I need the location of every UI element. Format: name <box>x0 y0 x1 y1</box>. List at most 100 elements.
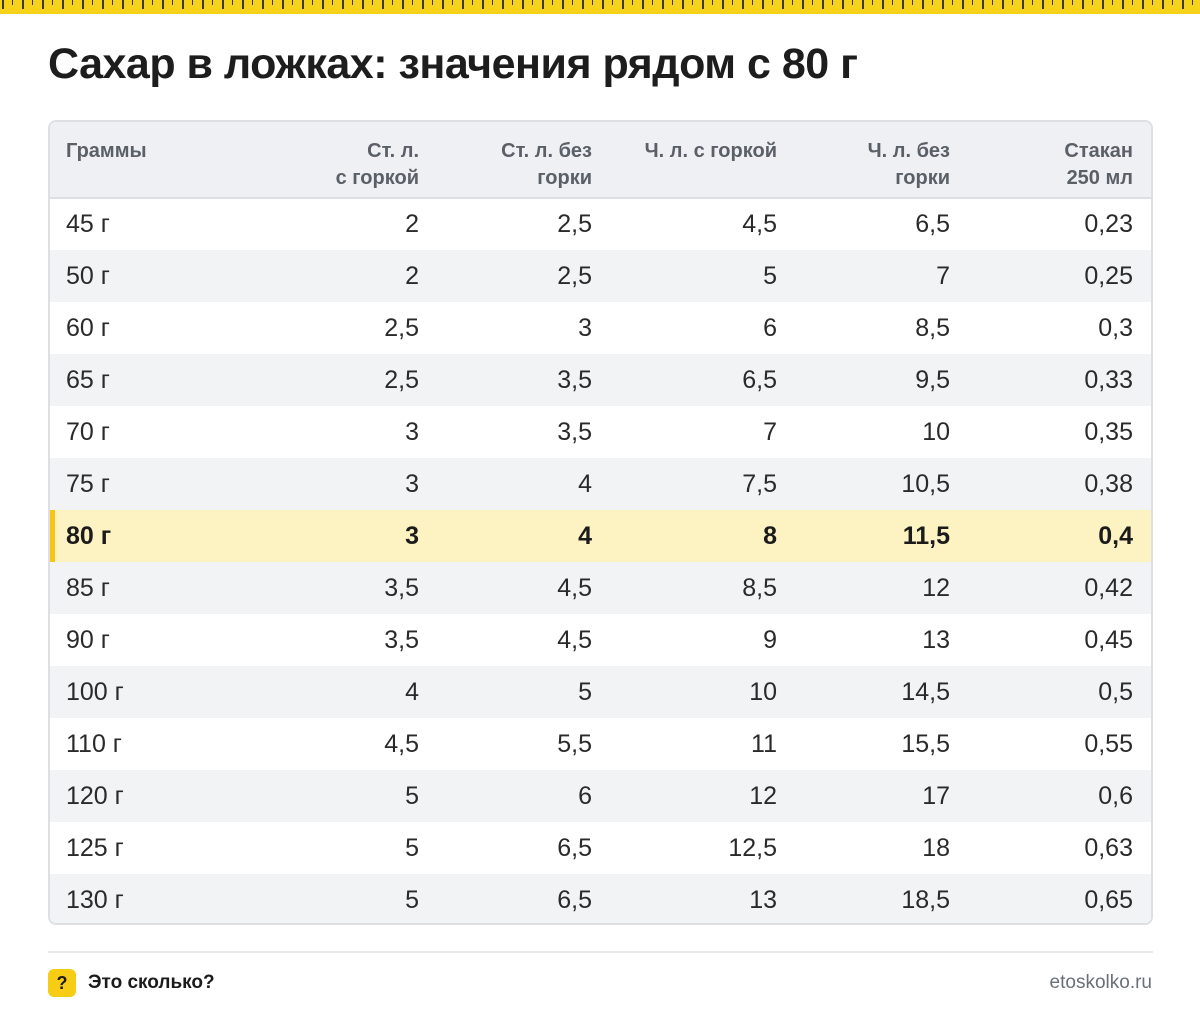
table-cell: 6 <box>578 781 592 810</box>
table-cell: 60 г <box>66 313 110 342</box>
table-cell: 6 <box>763 313 777 342</box>
table-cell: 15,5 <box>901 729 950 758</box>
table-row: 45 г 2 2,5 4,5 6,5 0,23 <box>50 198 1151 250</box>
table-row: 100 г 4 5 10 14,5 0,5 <box>50 666 1151 718</box>
table-cell: 5 <box>763 261 777 290</box>
table-cell: 4,5 <box>384 729 419 758</box>
table-cell: 13 <box>922 625 950 654</box>
table-body: 45 г 2 2,5 4,5 6,5 0,23 50 г 2 2,5 5 7 0,25 60 г 2,5 3… <box>50 198 1151 923</box>
brand-logo: ? Это сколько? <box>48 969 215 997</box>
table-cell: 5,5 <box>557 729 592 758</box>
table-cell: 17 <box>922 781 950 810</box>
table-cell: 0,23 <box>1084 210 1133 238</box>
column-header-1: Ст. л. с горкой <box>285 122 419 198</box>
column-header-line: с горкой <box>335 167 419 189</box>
question-mark-icon: ? <box>48 969 76 997</box>
table-cell: 5 <box>578 677 592 706</box>
table-cell: 0,33 <box>1084 365 1133 394</box>
column-header-line: Ч. л. с горкой <box>644 140 777 162</box>
table-row: 120 г 5 6 12 17 0,6 <box>50 770 1151 822</box>
table-cell: 2,5 <box>384 313 419 342</box>
table-cell: 2,5 <box>384 365 419 394</box>
table-cell: 85 г <box>66 573 110 602</box>
table-cell: 12,5 <box>728 833 777 862</box>
table-cell: 12 <box>749 781 777 810</box>
table-cell: 130 г <box>66 885 124 914</box>
table-cell: 2 <box>405 210 419 238</box>
table-cell: 12 <box>922 573 950 602</box>
table-cell: 3 <box>405 469 419 498</box>
header-row: Граммы Ст. л. с горкой Ст. л. без горки Ч. л.… <box>50 122 1151 198</box>
table-cell: 0,45 <box>1084 625 1133 654</box>
table-cell: 0,5 <box>1098 677 1133 706</box>
table-row: 125 г 5 6,5 12,5 18 0,63 <box>50 822 1151 874</box>
table-cell: 0,55 <box>1084 729 1133 758</box>
table-cell: 110 г <box>66 729 122 758</box>
table-cell: 4,5 <box>557 573 592 602</box>
table-cell: 0,42 <box>1084 573 1133 602</box>
table-cell: 13 <box>749 885 777 914</box>
table-cell: 0,65 <box>1084 885 1133 914</box>
column-header-line: Ст. л. без <box>501 140 592 162</box>
table-cell: 0,6 <box>1098 781 1133 810</box>
table-cell: 45 г <box>66 210 110 238</box>
table-cell: 8 <box>763 521 777 550</box>
table-cell: 6,5 <box>557 885 592 914</box>
ruler-strip <box>0 0 1200 14</box>
table-cell: 4,5 <box>742 210 777 238</box>
table-cell: 9,5 <box>915 365 950 394</box>
table-row: 60 г 2,5 3 6 8,5 0,3 <box>50 302 1151 354</box>
column-header-line: горки <box>537 167 592 189</box>
column-header-line: 250 мл <box>1066 167 1133 189</box>
table-row: 50 г 2 2,5 5 7 0,25 <box>50 250 1151 302</box>
table-row-highlighted: 80 г 3 4 8 11,5 0,4 <box>50 510 1151 562</box>
site-url: etoskolko.ru <box>1049 972 1152 993</box>
table-cell: 90 г <box>66 625 110 654</box>
table-cell: 6,5 <box>742 365 777 394</box>
column-header-line: Ст. л. <box>367 140 419 162</box>
table-cell: 2,5 <box>557 210 592 238</box>
column-header-3: Ч. л. с горкой <box>592 122 777 198</box>
table-cell: 4 <box>405 677 419 706</box>
table-cell: 4 <box>578 469 592 498</box>
table-cell: 80 г <box>50 510 285 562</box>
table-cell: 11 <box>751 729 777 758</box>
table-cell: 10,5 <box>901 469 950 498</box>
table-cell: 65 г <box>66 365 110 394</box>
column-header-5: Стакан 250 мл <box>950 122 1151 198</box>
table-cell: 120 г <box>66 781 124 810</box>
table-cell: 14,5 <box>901 677 950 706</box>
table-cell: 4,5 <box>557 625 592 654</box>
table-row: 90 г 3,5 4,5 9 13 0,45 <box>50 614 1151 666</box>
column-header-2: Ст. л. без горки <box>419 122 592 198</box>
table-row: 110 г 4,5 5,5 11 15,5 0,55 <box>50 718 1151 770</box>
column-header-0: Граммы <box>50 122 285 198</box>
table-cell: 125 г <box>66 833 124 862</box>
table-cell: 7 <box>763 417 777 446</box>
table-cell: 6,5 <box>915 210 950 238</box>
table-cell: 10 <box>749 677 777 706</box>
page-title: Сахар в ложках: значения рядом с 80 г <box>48 40 858 88</box>
table-cell: 3,5 <box>384 625 419 654</box>
table-cell: 0,4 <box>1098 521 1133 550</box>
sugar-table-card: Граммы Ст. л. с горкой Ст. л. без горки Ч. л.… <box>48 120 1153 925</box>
brand-name: Это сколько? <box>88 972 215 993</box>
table-cell: 7 <box>936 261 950 290</box>
footer-divider <box>48 951 1153 953</box>
table-cell: 75 г <box>66 469 110 498</box>
table-row: 75 г 3 4 7,5 10,5 0,38 <box>50 458 1151 510</box>
table-cell: 3,5 <box>384 573 419 602</box>
table-row: 65 г 2,5 3,5 6,5 9,5 0,33 <box>50 354 1151 406</box>
table-cell: 0,25 <box>1084 261 1133 290</box>
table-cell: 3 <box>405 417 419 446</box>
table-cell: 4 <box>578 521 592 550</box>
table-cell: 8,5 <box>742 573 777 602</box>
table-cell: 5 <box>405 885 419 914</box>
column-header-line: Граммы <box>66 140 147 162</box>
sugar-conversion-table: Граммы Ст. л. с горкой Ст. л. без горки Ч. л.… <box>50 122 1151 923</box>
table-cell: 3 <box>578 313 592 342</box>
column-header-4: Ч. л. без горки <box>777 122 950 198</box>
table-row: 130 г 5 6,5 13 18,5 0,65 <box>50 874 1151 923</box>
table-cell: 11,5 <box>902 521 950 550</box>
table-cell: 3,5 <box>557 365 592 394</box>
